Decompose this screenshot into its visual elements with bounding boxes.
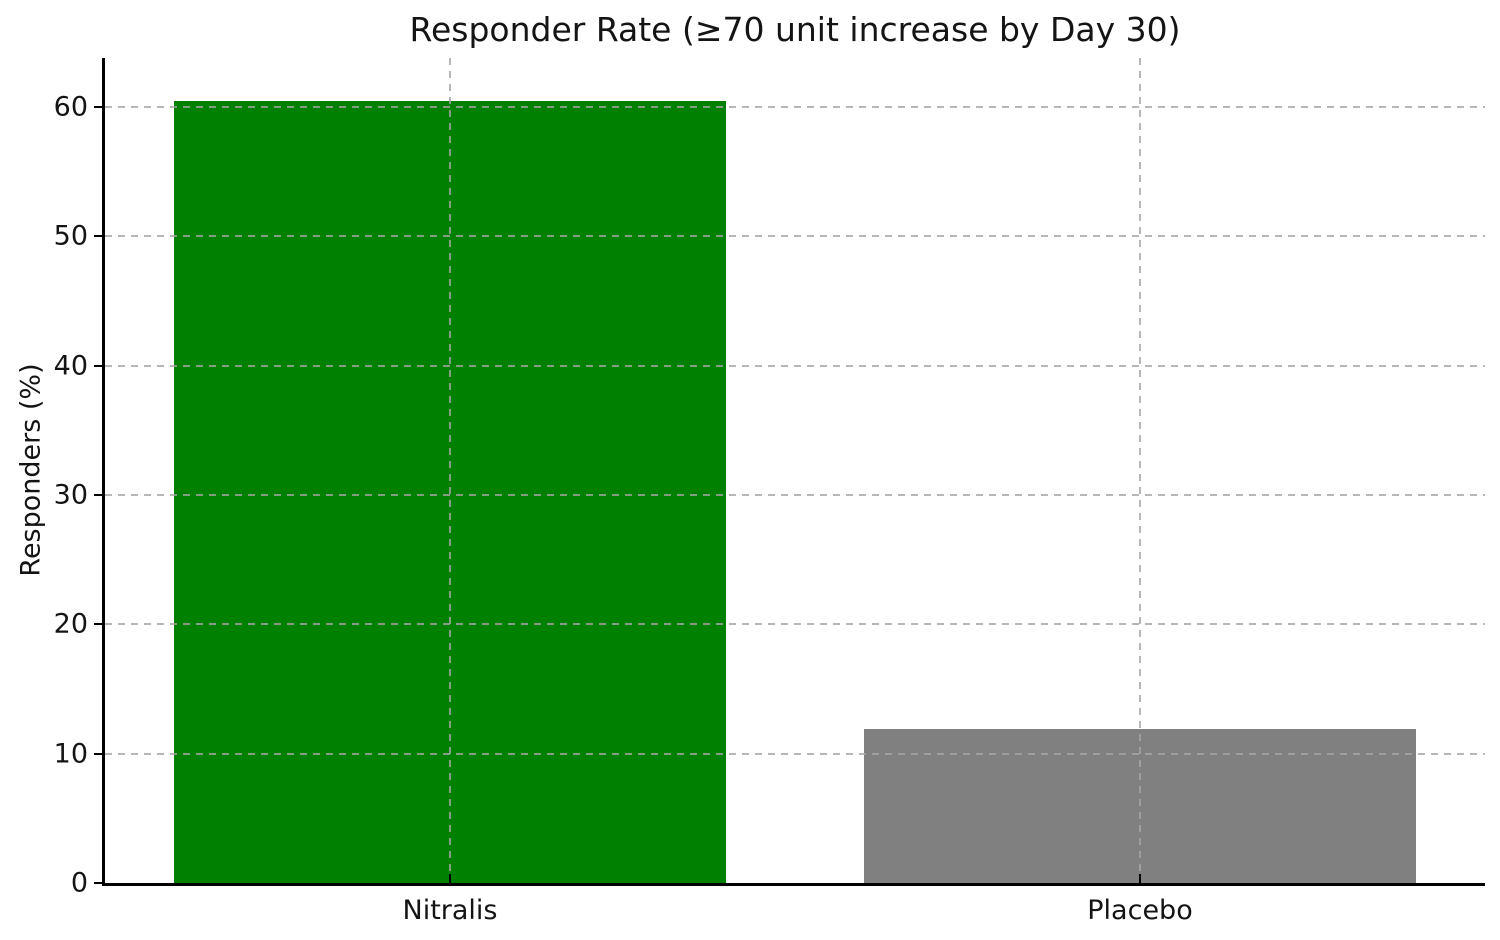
y-axis-tick bbox=[94, 364, 102, 367]
plot-area: 0 10 20 30 40 50 60 Nitralis Placebo bbox=[54, 58, 1485, 924]
y-tick-label: 10 bbox=[53, 738, 88, 770]
gridline-horizontal bbox=[105, 106, 1485, 109]
y-tick-label: 20 bbox=[53, 608, 88, 640]
gridline-vertical bbox=[449, 58, 451, 883]
y-axis-tick bbox=[94, 752, 102, 755]
gridline-horizontal bbox=[105, 752, 1485, 755]
x-axis-tick bbox=[449, 874, 451, 883]
chart-title: Responder Rate (≥70 unit increase by Day… bbox=[409, 10, 1181, 49]
y-tick-label: 30 bbox=[53, 479, 88, 511]
y-axis-tick bbox=[94, 235, 102, 238]
y-tick-label: 40 bbox=[53, 350, 88, 382]
y-tick-label: 60 bbox=[53, 91, 88, 123]
x-axis-tick bbox=[1139, 874, 1141, 883]
y-tick-label: 0 bbox=[70, 867, 88, 899]
y-axis-tick bbox=[94, 882, 102, 884]
x-tick-label: Placebo bbox=[1087, 895, 1193, 926]
x-tick-label: Nitralis bbox=[402, 895, 498, 926]
gridline-horizontal bbox=[105, 364, 1485, 367]
gridline-horizontal bbox=[105, 494, 1485, 497]
gridline-horizontal bbox=[105, 623, 1485, 626]
y-axis-tick bbox=[94, 494, 102, 497]
y-axis-tick bbox=[94, 106, 102, 109]
y-axis-tick bbox=[94, 623, 102, 626]
gridline-horizontal bbox=[105, 235, 1485, 238]
y-tick-label: 50 bbox=[53, 220, 88, 252]
y-axis-label: Responders (%) bbox=[15, 363, 47, 577]
x-axis-spine bbox=[102, 883, 1485, 886]
y-axis-spine bbox=[102, 58, 105, 886]
gridline-vertical bbox=[1139, 58, 1141, 883]
